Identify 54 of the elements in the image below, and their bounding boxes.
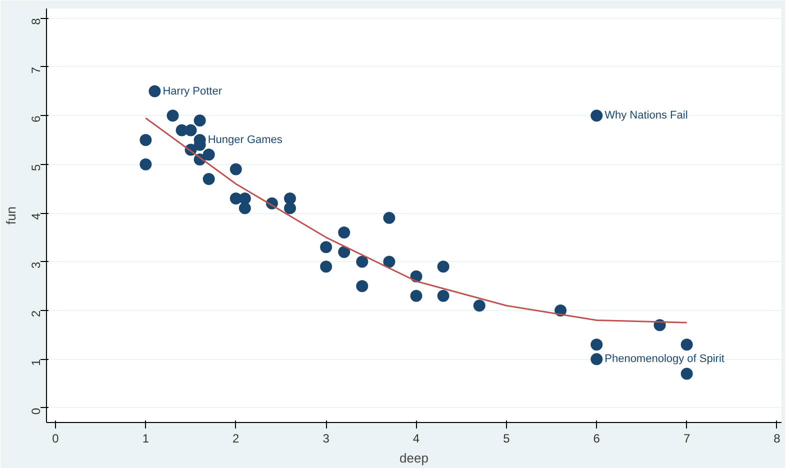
point — [437, 260, 450, 273]
x-tick-label: 7 — [683, 432, 690, 446]
point — [202, 148, 215, 161]
point — [166, 110, 179, 122]
annotation: Why Nations Fail — [604, 110, 688, 122]
point — [590, 338, 603, 351]
point — [338, 246, 350, 258]
x-tick-label: 5 — [503, 432, 510, 446]
point — [140, 158, 152, 170]
point — [320, 260, 332, 273]
y-tick-label: 5 — [29, 164, 43, 172]
point — [680, 338, 693, 351]
point — [590, 110, 603, 122]
point — [356, 256, 368, 268]
y-tick-label: 2 — [29, 310, 43, 318]
x-tick-label: 1 — [142, 432, 150, 446]
y-tick-label: 3 — [29, 261, 43, 268]
point — [284, 192, 296, 204]
x-tick-label: 4 — [412, 432, 420, 446]
point — [356, 280, 368, 292]
annotation: Phenomenology of Spirit — [604, 353, 724, 366]
point — [238, 192, 251, 204]
annotation: Harry Potter — [162, 85, 222, 98]
y-tick-label: 7 — [29, 66, 43, 74]
x-tick-label: 2 — [232, 432, 240, 446]
point — [590, 353, 603, 366]
x-axis-title: deep — [400, 450, 428, 466]
y-tick-label: 6 — [29, 115, 43, 122]
y-axis-title: fun — [4, 206, 18, 225]
y-tick-label: 1 — [29, 358, 43, 366]
point — [437, 290, 450, 302]
point — [238, 202, 251, 214]
y-tick-label: 0 — [29, 408, 43, 415]
point — [140, 134, 152, 146]
point — [383, 212, 396, 224]
point — [320, 241, 332, 254]
y-tick-label: 8 — [29, 18, 43, 25]
x-tick-label: 3 — [322, 432, 330, 446]
point — [410, 290, 422, 302]
point — [148, 85, 161, 98]
x-tick-label: 8 — [774, 432, 781, 446]
point — [284, 202, 296, 214]
point — [202, 172, 215, 185]
x-tick-label: 0 — [52, 432, 60, 446]
point — [230, 163, 242, 176]
point — [194, 114, 206, 127]
annotation: Hunger Games — [208, 134, 283, 146]
point — [184, 124, 197, 136]
y-tick-label: 4 — [29, 212, 43, 220]
point — [383, 256, 396, 268]
point — [473, 300, 486, 312]
point — [338, 226, 350, 239]
x-tick-label: 6 — [593, 432, 600, 446]
point — [680, 368, 693, 380]
